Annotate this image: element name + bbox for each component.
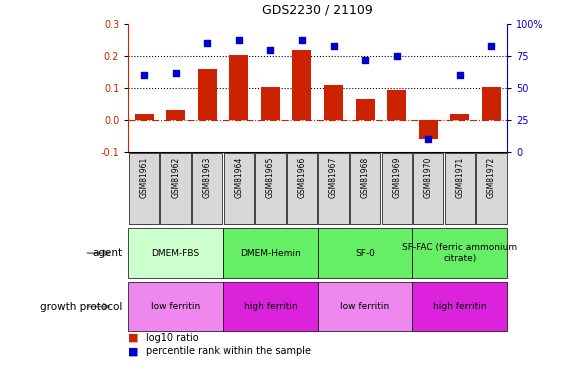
Text: GSM81970: GSM81970	[424, 156, 433, 198]
Bar	[128, 282, 223, 331]
Point	[329, 43, 338, 49]
Bar	[293, 50, 311, 120]
Bar	[356, 99, 374, 120]
Point	[392, 53, 401, 59]
Text: DMEM-Hemin: DMEM-Hemin	[240, 249, 301, 258]
Text: GSM81971: GSM81971	[455, 156, 464, 198]
Bar	[387, 90, 406, 120]
Text: SF-0: SF-0	[355, 249, 375, 258]
Point	[171, 70, 180, 76]
Bar	[324, 85, 343, 120]
Point	[139, 72, 149, 78]
Bar	[261, 87, 280, 120]
Text: GSM81966: GSM81966	[297, 156, 307, 198]
Text: high ferritin: high ferritin	[433, 302, 487, 311]
Text: SF-FAC (ferric ammonium
citrate): SF-FAC (ferric ammonium citrate)	[402, 243, 517, 263]
Bar	[419, 120, 438, 139]
Text: high ferritin: high ferritin	[244, 302, 297, 311]
Text: DMEM-FBS: DMEM-FBS	[152, 249, 200, 258]
Bar	[381, 153, 412, 224]
Bar	[255, 153, 286, 224]
Text: GSM81963: GSM81963	[203, 156, 212, 198]
Bar	[450, 114, 469, 120]
Text: GSM81965: GSM81965	[266, 156, 275, 198]
Text: GSM81964: GSM81964	[234, 156, 243, 198]
Text: percentile rank within the sample: percentile rank within the sample	[146, 346, 311, 356]
Text: agent: agent	[92, 248, 122, 258]
Bar	[129, 153, 159, 224]
Text: log10 ratio: log10 ratio	[146, 333, 198, 343]
Bar	[128, 228, 223, 278]
Bar	[229, 55, 248, 120]
Point	[360, 57, 370, 63]
Text: GSM81962: GSM81962	[171, 156, 180, 198]
Point	[424, 136, 433, 142]
Text: GDS2230 / 21109: GDS2230 / 21109	[262, 4, 373, 17]
Bar	[192, 153, 222, 224]
Bar	[166, 110, 185, 120]
Point	[487, 43, 496, 49]
Text: GSM81969: GSM81969	[392, 156, 401, 198]
Bar	[223, 282, 318, 331]
Text: GSM81961: GSM81961	[139, 156, 149, 198]
Bar	[318, 228, 413, 278]
Point	[234, 37, 244, 43]
Bar	[413, 153, 444, 224]
Bar	[482, 87, 501, 120]
Bar	[318, 153, 349, 224]
Text: GSM81972: GSM81972	[487, 156, 496, 198]
Point	[202, 40, 212, 46]
Point	[297, 37, 307, 43]
Text: low ferritin: low ferritin	[340, 302, 389, 311]
Text: ■: ■	[128, 346, 139, 356]
Bar	[412, 282, 507, 331]
Point	[266, 47, 275, 53]
Bar	[223, 228, 318, 278]
Point	[455, 72, 465, 78]
Text: ■: ■	[128, 333, 139, 343]
Text: GSM81967: GSM81967	[329, 156, 338, 198]
Bar	[287, 153, 317, 224]
Text: low ferritin: low ferritin	[151, 302, 200, 311]
Bar	[318, 282, 413, 331]
Bar	[476, 153, 507, 224]
Bar	[445, 153, 475, 224]
Bar	[135, 114, 153, 120]
Text: growth protocol: growth protocol	[40, 302, 122, 312]
Bar	[350, 153, 380, 224]
Text: GSM81968: GSM81968	[361, 156, 370, 198]
Bar	[198, 69, 217, 120]
Bar	[224, 153, 254, 224]
Bar	[412, 228, 507, 278]
Bar	[160, 153, 191, 224]
